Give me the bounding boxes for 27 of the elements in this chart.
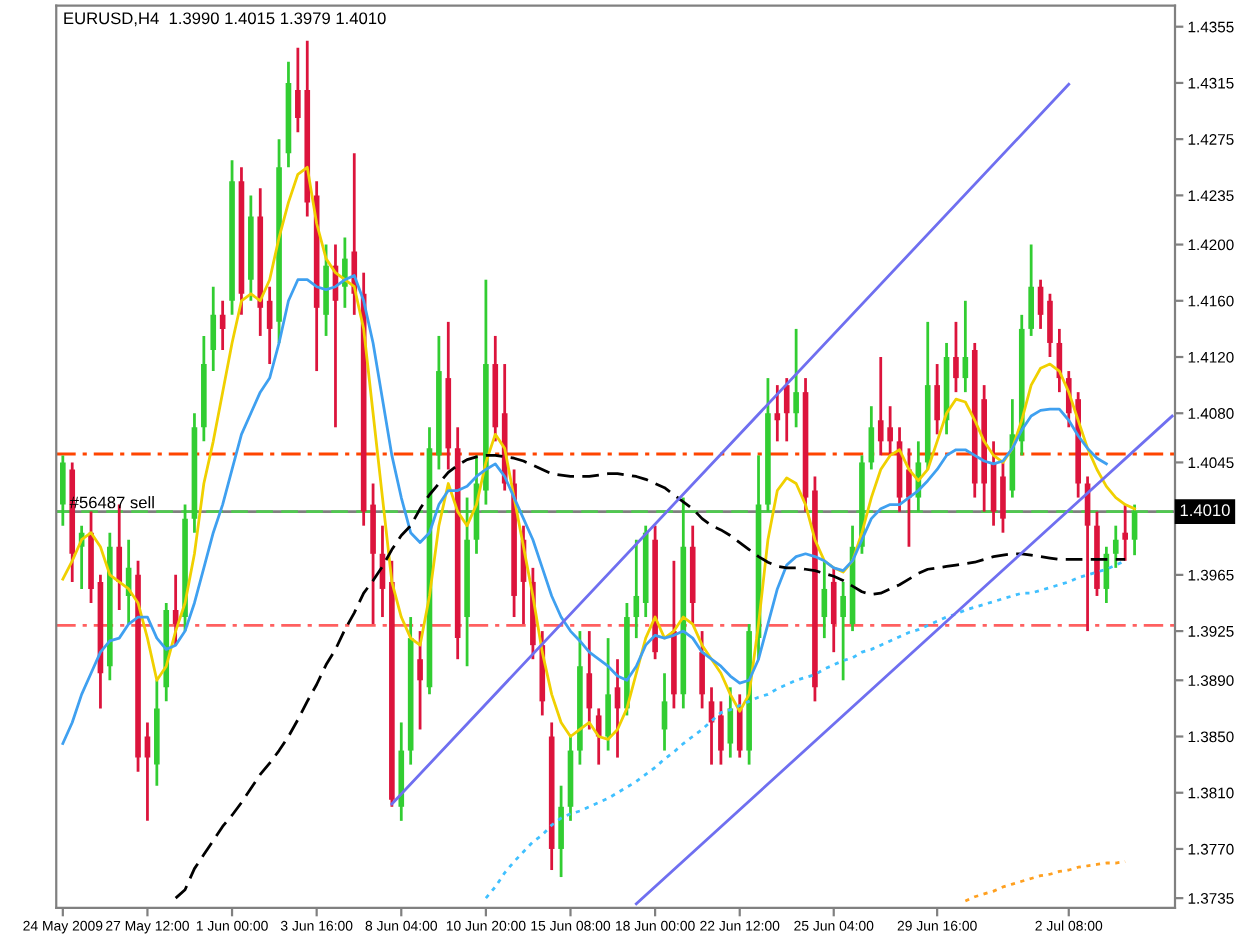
candlestick [830, 566, 837, 654]
candlestick [1112, 524, 1119, 570]
candlestick [699, 629, 705, 710]
candlestick [1000, 461, 1006, 535]
chart-title: EURUSD,H4 1.3990 1.4015 1.3979 1.4010 [64, 12, 386, 27]
candlestick [783, 376, 790, 443]
candlestick [605, 636, 611, 752]
candlestick [906, 446, 912, 549]
candlestick [727, 685, 734, 759]
candlestick [633, 538, 640, 640]
candlestick [718, 699, 724, 767]
candlestick [793, 327, 799, 429]
candlestick [1028, 243, 1034, 338]
candlestick [210, 285, 217, 373]
candlestick [417, 629, 423, 731]
candlestick [1047, 292, 1053, 359]
candlestick [1122, 503, 1128, 563]
candlestick [736, 692, 743, 759]
candlestick [586, 629, 593, 731]
candlestick [60, 454, 66, 528]
ref-line-label: 1.4010 [1180, 504, 1230, 517]
candlestick [934, 362, 940, 436]
candlestick [953, 320, 959, 394]
candlestick [840, 580, 846, 682]
candlestick [595, 707, 602, 767]
line-series [174, 454, 1127, 900]
candlestick [558, 784, 564, 879]
